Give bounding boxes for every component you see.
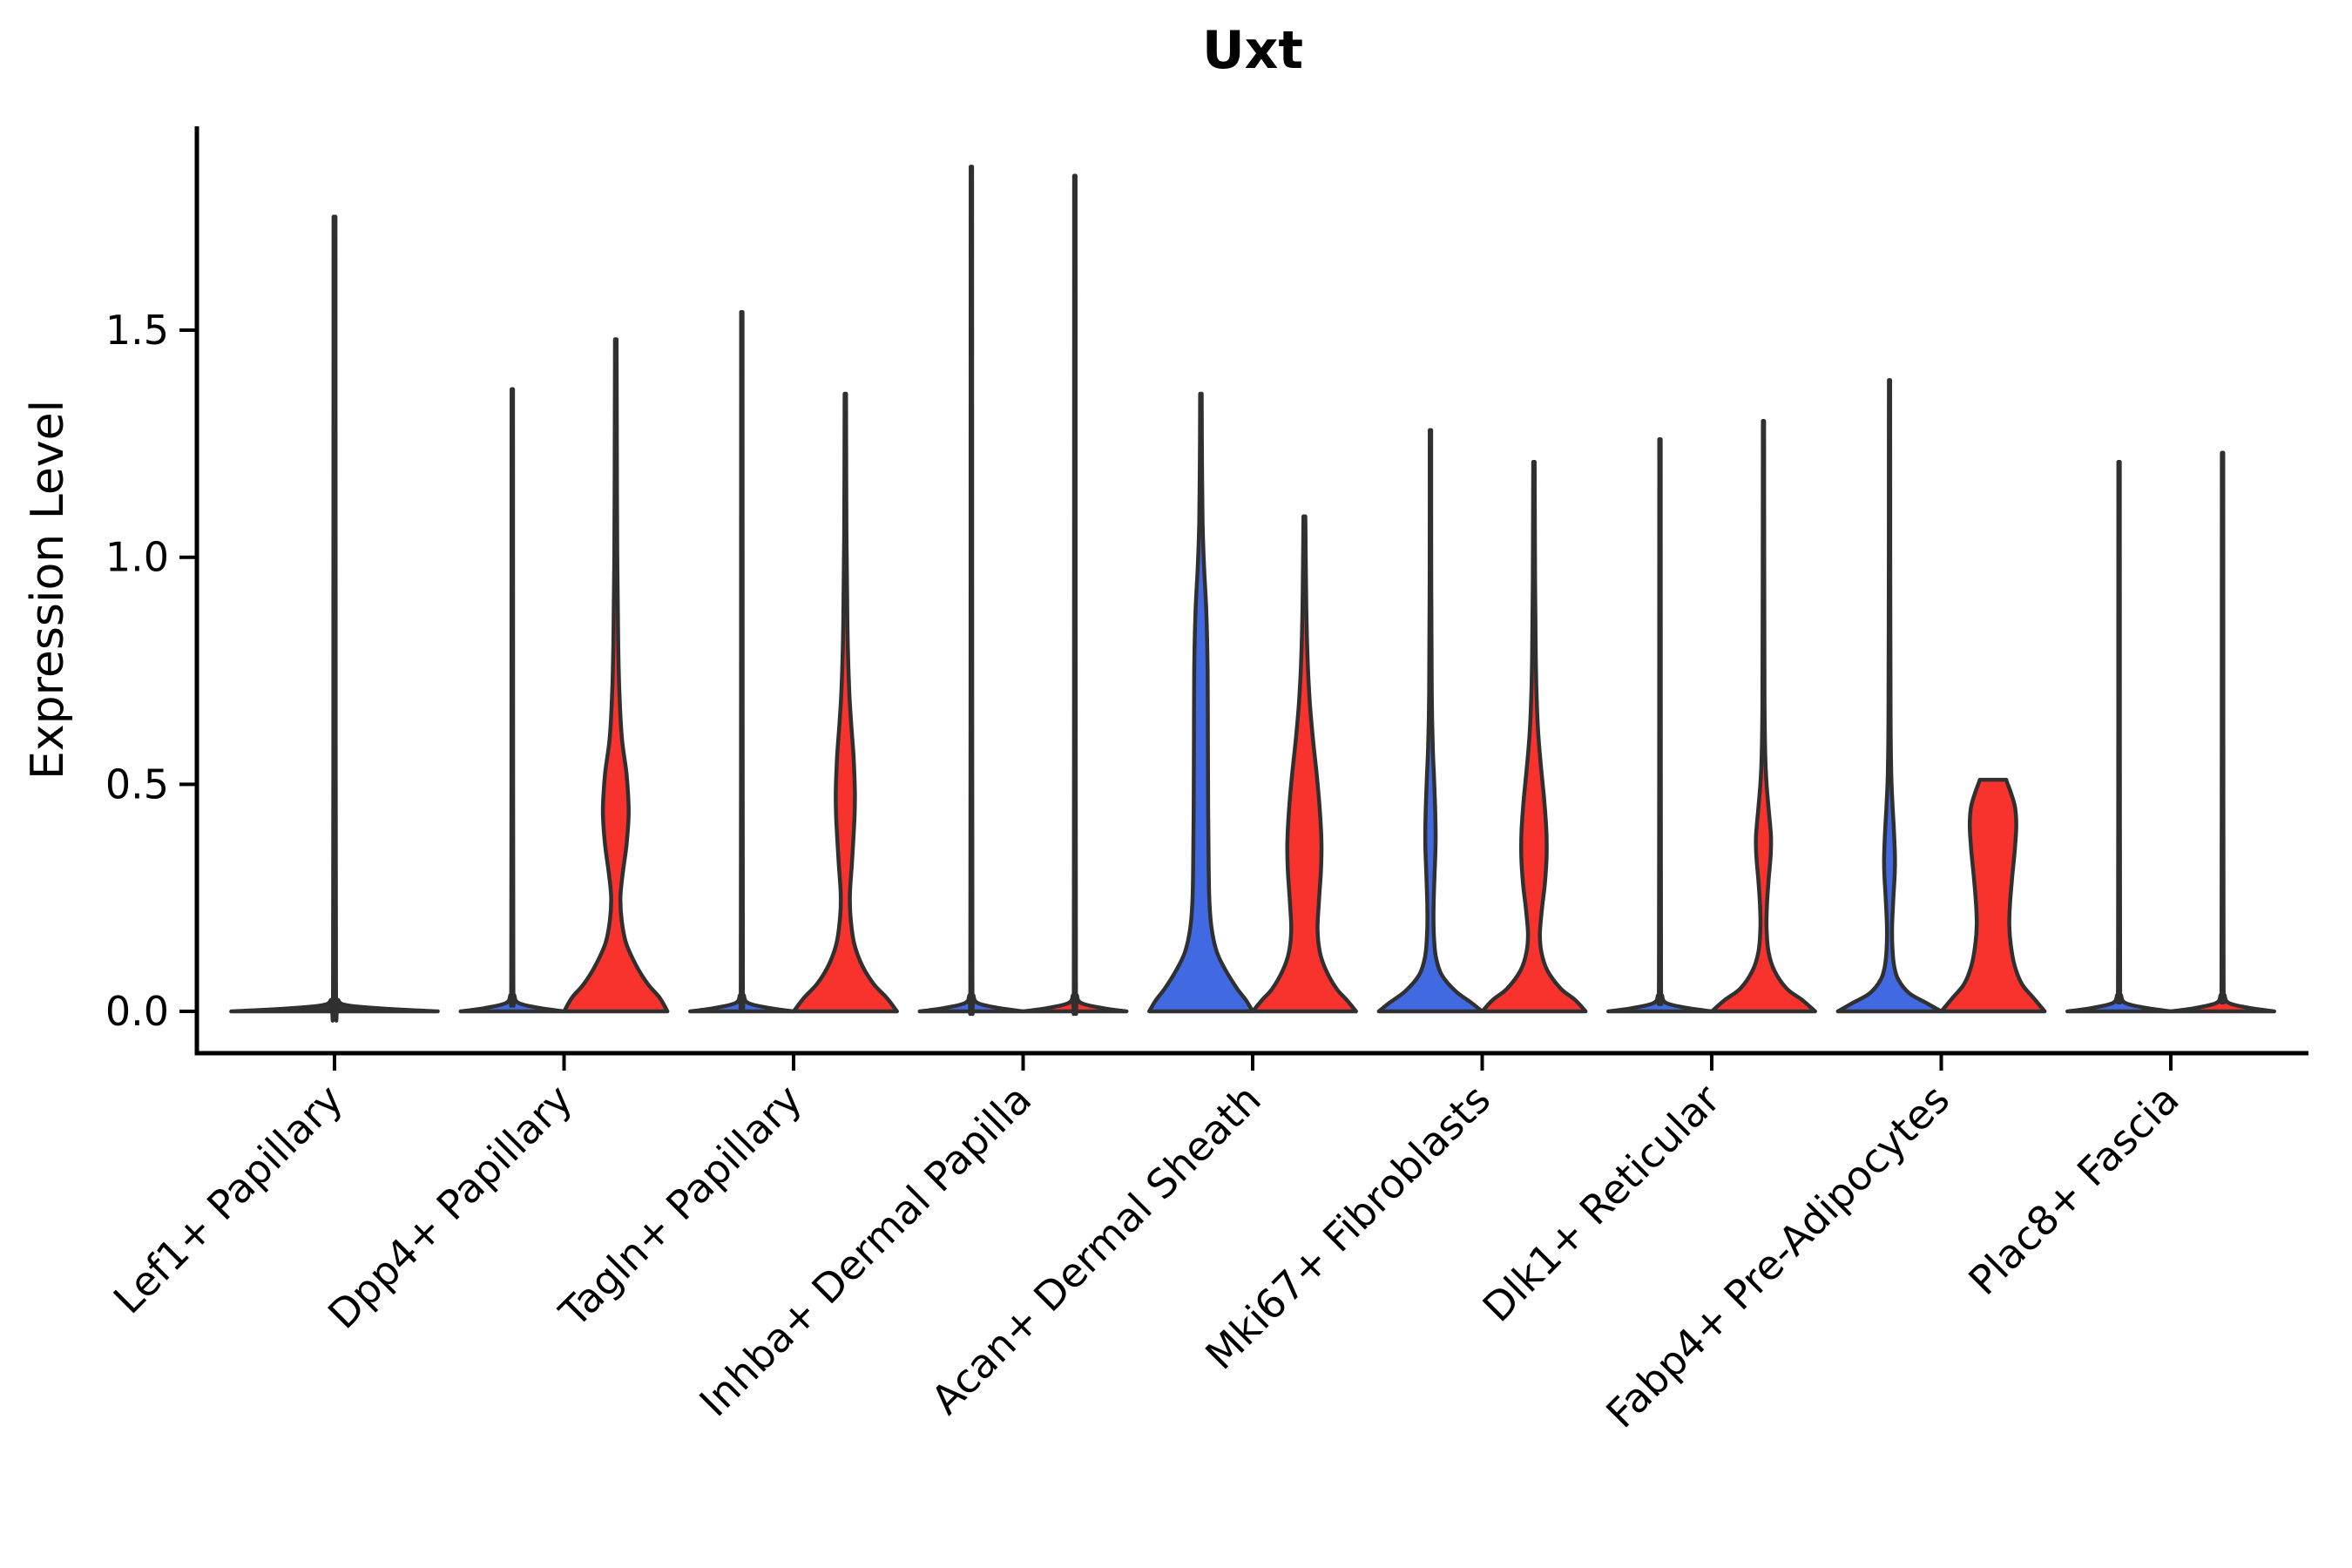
violin-plac8-fascia-right xyxy=(2168,450,2276,1014)
y-tick-label: 1.5 xyxy=(105,307,169,354)
violin-acan-dermal-sheath-right xyxy=(1250,514,1358,1014)
violin-dlk1-reticular-right xyxy=(1709,419,1817,1014)
y-tick-label: 0.0 xyxy=(105,988,169,1035)
y-tick-label: 0.5 xyxy=(105,760,169,808)
violin-lef1-papillary-single xyxy=(229,214,440,1023)
y-tick-label: 1.0 xyxy=(105,534,169,581)
violin-mki67-fibroblasts-right xyxy=(1480,459,1588,1014)
violin-inhba-dermal-papilla-right xyxy=(1021,173,1129,1017)
chart-title: Uxt xyxy=(1202,20,1303,81)
violin-dpp4-papillary-right xyxy=(562,337,670,1014)
y-axis-label: Expression Level xyxy=(22,400,74,780)
violin-fabp4-pre-adipocytes-right xyxy=(1939,777,2047,1014)
violin-tagln-papillary-right xyxy=(791,391,899,1014)
